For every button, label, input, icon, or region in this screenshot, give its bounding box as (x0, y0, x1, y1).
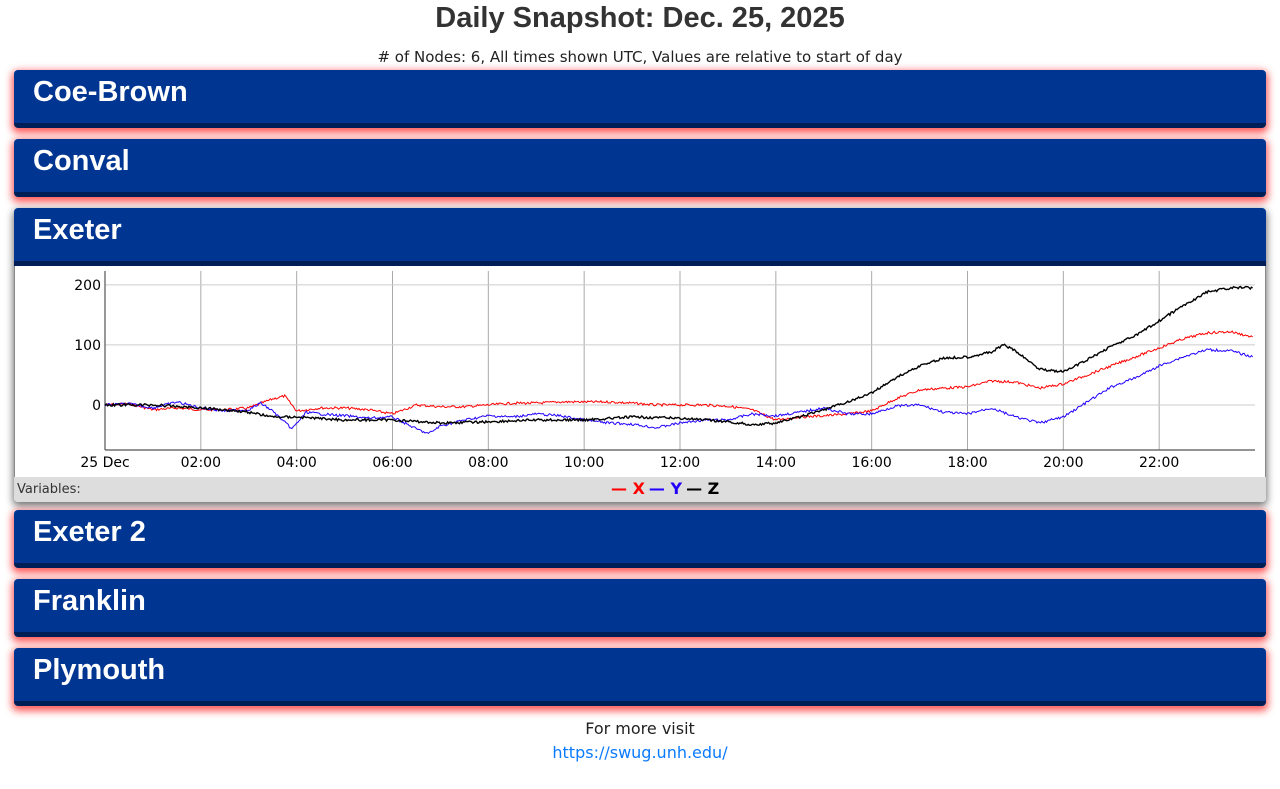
series-line-z (104, 285, 1253, 427)
node-panel-franklin[interactable]: Franklin (14, 579, 1266, 637)
x-tick-label: 12:00 (660, 455, 700, 471)
legend-item-x[interactable]: — X (611, 479, 645, 498)
x-tick-label: 25 Dec (80, 455, 129, 471)
x-tick-label: 20:00 (1043, 455, 1083, 471)
chart-svg: 25 Dec 02:00 04:00 06:00 08:00 10:00 12:00 14:0… (74, 271, 1255, 471)
legend-label: Variables: (17, 482, 81, 497)
legend-line-icon: — (611, 479, 633, 498)
node-panel-conval[interactable]: Conval (14, 139, 1266, 197)
legend-item-label: X (632, 479, 645, 498)
x-tick-label: 16:00 (851, 455, 891, 471)
node-panel-coe-brown[interactable]: Coe-Brown (14, 70, 1266, 128)
node-panel-exeter: Exeter 25 Dec 02:00 04:00 06:00 08:00 10:00 12… (14, 208, 1266, 502)
node-header[interactable]: Plymouth (14, 648, 1266, 706)
y-tick-label: 0 (92, 398, 101, 414)
y-tick-label: 100 (74, 338, 101, 354)
node-header[interactable]: Exeter 2 (14, 510, 1266, 568)
legend-item-label: Z (707, 479, 720, 498)
x-tick-label: 22:00 (1139, 455, 1179, 471)
node-header[interactable]: Coe-Brown (14, 70, 1266, 128)
chart-legend: Variables: — X — Y — Z (14, 477, 1266, 502)
x-tick-label: 10:00 (564, 455, 604, 471)
x-tick-label: 02:00 (181, 455, 221, 471)
footer-text: For more visit (585, 719, 695, 738)
x-tick-label: 08:00 (468, 455, 508, 471)
node-panel-exeter-2[interactable]: Exeter 2 (14, 510, 1266, 568)
page-subtitle: # of Nodes: 6, All times shown UTC, Valu… (377, 48, 903, 66)
exeter-chart[interactable]: 25 Dec 02:00 04:00 06:00 08:00 10:00 12:00 14:0… (14, 266, 1266, 477)
node-panel-plymouth[interactable]: Plymouth (14, 648, 1266, 706)
node-header[interactable]: Exeter (14, 208, 1266, 266)
legend-item-label: Y (670, 479, 683, 498)
node-header[interactable]: Conval (14, 139, 1266, 197)
series-line-x (104, 330, 1253, 421)
x-tick-label: 04:00 (276, 455, 316, 471)
series-line-y (104, 347, 1253, 435)
legend-item-y[interactable]: — Y (649, 479, 682, 498)
legend-line-icon: — (648, 479, 671, 498)
page-title: Daily Snapshot: Dec. 25, 2025 (435, 2, 845, 34)
legend-item-z[interactable]: — Z (686, 479, 719, 498)
y-tick-label: 200 (74, 278, 101, 294)
node-header[interactable]: Franklin (14, 579, 1266, 637)
legend-line-icon: — (686, 479, 708, 498)
x-tick-label: 14:00 (756, 455, 796, 471)
footer-link[interactable]: https://swug.unh.edu/ (552, 743, 728, 762)
legend-items: — X — Y — Z (611, 479, 723, 498)
x-tick-label: 18:00 (947, 455, 987, 471)
x-tick-label: 06:00 (372, 455, 412, 471)
